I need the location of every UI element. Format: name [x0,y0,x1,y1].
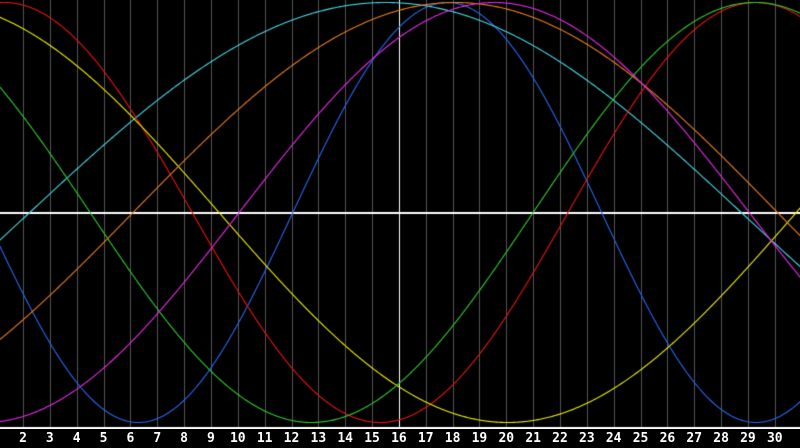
x-axis-tick-label: 9 [207,431,215,446]
x-axis-tick-label: 25 [632,431,649,446]
x-axis-tick-label: 28 [713,431,729,446]
x-axis-tick-label: 26 [659,431,676,446]
x-axis-tick-label: 29 [740,431,756,446]
x-axis-tick-label: 14 [337,431,354,446]
chart-canvas [0,0,800,429]
x-axis-tick-label: 30 [766,431,783,446]
x-axis-tick-label: 21 [525,431,541,446]
x-axis-tick-label: 4 [72,431,81,446]
x-axis-tick-label: 6 [126,431,135,446]
x-axis-tick-label: 18 [444,431,461,446]
x-axis-tick-label: 20 [498,431,515,446]
x-axis-tick-label: 15 [364,431,380,446]
x-axis-tick-label: 13 [310,431,327,446]
x-axis-tick-label: 23 [579,431,595,446]
x-axis-tick-label: 2 [19,431,27,446]
x-axis-tick-label: 27 [686,431,703,446]
x-axis-tick-label: 11 [256,431,273,446]
x-axis-tick-label: 5 [99,431,108,446]
x-axis: 2 3 4 5 6 7 8 9 10 11 12 13 14 15 16 17 18 19 20 21 22 23 24 25… [0,429,800,448]
x-axis-tick-label: 17 [417,431,434,446]
x-axis-tick-label: 3 [45,431,54,446]
x-axis-tick-label: 12 [283,431,300,446]
x-axis-tick-label: 8 [180,431,189,446]
x-axis-tick-label: 19 [471,431,488,446]
x-axis-tick-label: 16 [391,431,407,446]
x-axis-tick-label: 10 [229,431,246,446]
x-axis-tick-label: 7 [153,431,162,446]
x-axis-tick-label: 24 [605,431,622,446]
x-axis-tick-label: 22 [552,431,568,446]
